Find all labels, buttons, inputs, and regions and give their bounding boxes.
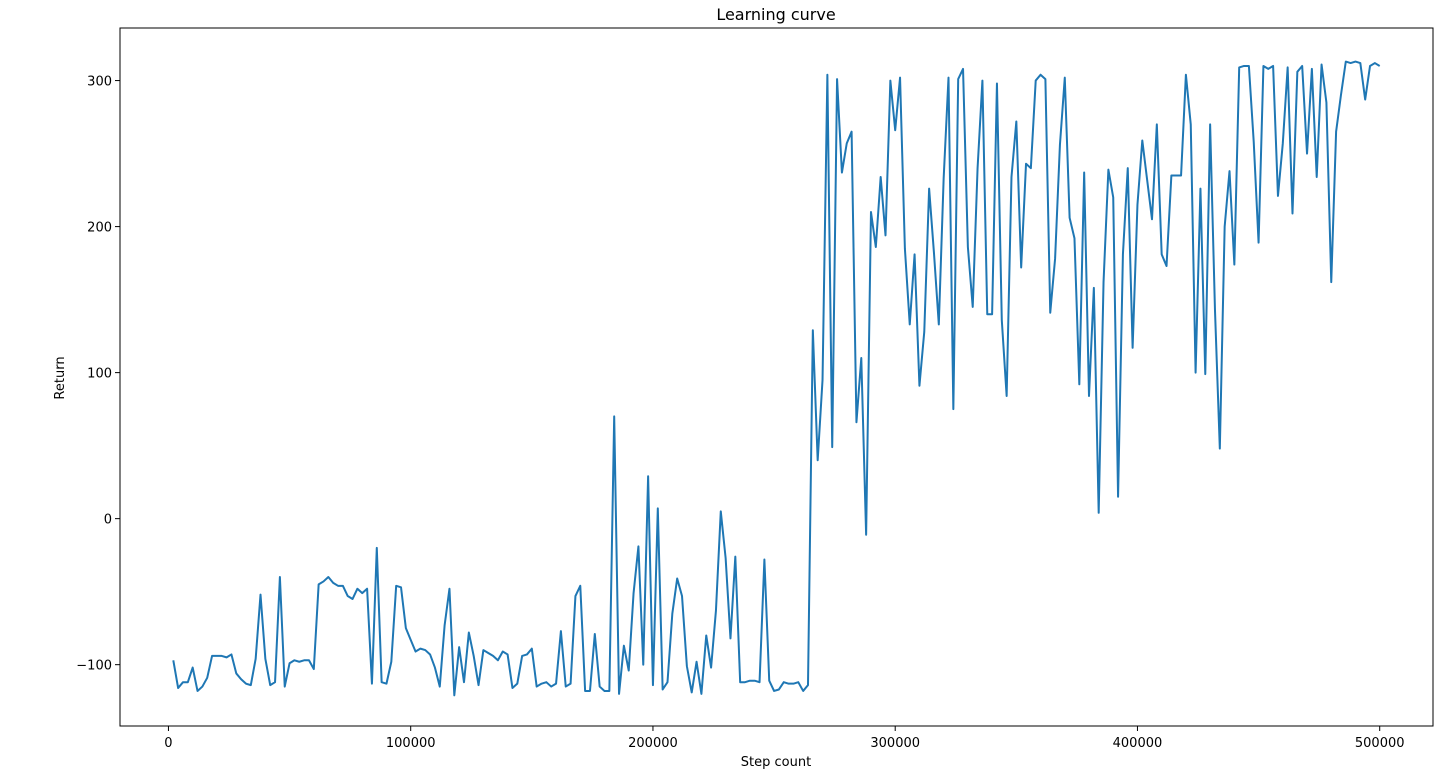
x-tick-label: 200000	[628, 736, 678, 751]
y-tick-label: −100	[76, 659, 112, 674]
y-axis-label: Return	[53, 356, 68, 399]
y-tick-label: 200	[87, 221, 112, 236]
x-axis-label: Step count	[741, 755, 811, 770]
y-axis: −100 0 100 200 300	[76, 75, 120, 674]
plot-area	[119, 27, 1434, 727]
y-tick-label: 300	[87, 75, 112, 90]
x-tick-label: 100000	[386, 736, 436, 751]
y-tick-label: 100	[87, 367, 112, 382]
series-line	[172, 60, 1381, 697]
x-tick-label: 400000	[1113, 736, 1163, 751]
x-axis: 0 100000 200000 300000 400000 500000	[164, 726, 1405, 751]
x-tick-label: 500000	[1355, 736, 1405, 751]
y-tick-label: 0	[104, 513, 112, 528]
x-tick-label: 0	[164, 736, 172, 751]
axes-frame	[119, 27, 1434, 727]
x-tick-label: 300000	[870, 736, 920, 751]
chart-title: Learning curve	[716, 5, 835, 24]
